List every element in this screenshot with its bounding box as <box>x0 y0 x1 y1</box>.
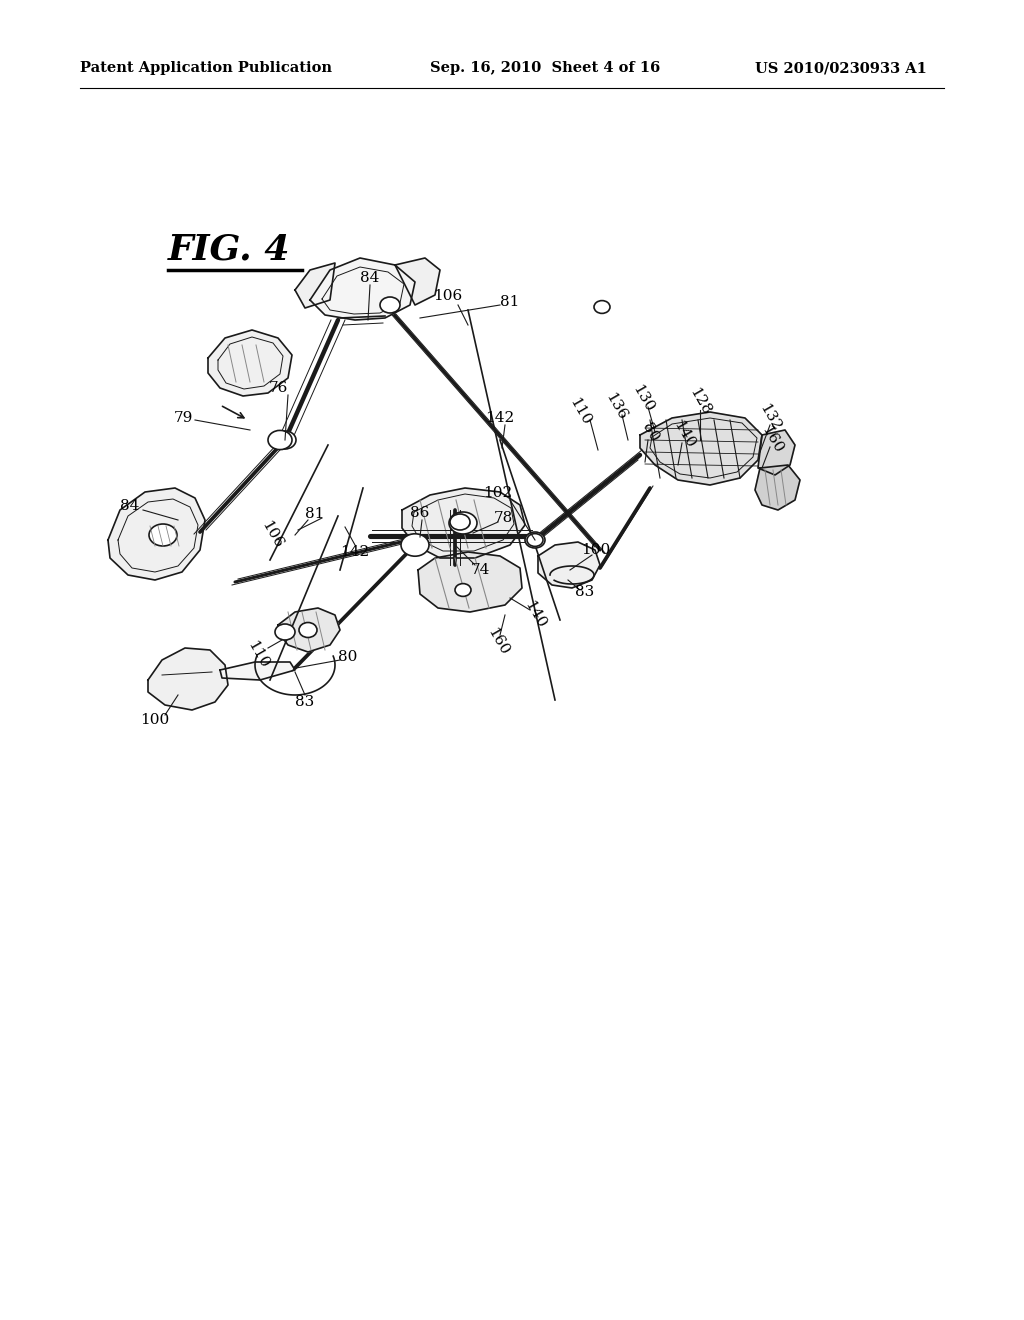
Text: 128: 128 <box>687 385 714 418</box>
Text: 100: 100 <box>140 713 170 727</box>
Ellipse shape <box>299 623 317 638</box>
Text: 81: 81 <box>305 507 325 521</box>
Text: 74: 74 <box>470 564 489 577</box>
Polygon shape <box>418 552 522 612</box>
Text: 79: 79 <box>173 411 193 425</box>
Ellipse shape <box>380 297 400 313</box>
Text: 110: 110 <box>245 639 271 671</box>
Text: 86: 86 <box>411 506 430 520</box>
Polygon shape <box>208 330 292 396</box>
Polygon shape <box>310 257 415 319</box>
Text: 106: 106 <box>259 519 286 552</box>
Text: 80: 80 <box>639 420 660 444</box>
Ellipse shape <box>268 430 292 450</box>
Polygon shape <box>538 543 600 587</box>
Polygon shape <box>108 488 205 579</box>
Text: 160: 160 <box>484 626 511 659</box>
Text: 83: 83 <box>575 585 595 599</box>
Text: 132: 132 <box>757 401 783 434</box>
Ellipse shape <box>450 513 470 531</box>
Text: 78: 78 <box>494 511 513 525</box>
Polygon shape <box>395 257 440 305</box>
Polygon shape <box>220 663 295 680</box>
Ellipse shape <box>455 583 471 597</box>
Polygon shape <box>758 430 795 475</box>
Text: 83: 83 <box>295 696 314 709</box>
Polygon shape <box>755 465 800 510</box>
Polygon shape <box>148 648 228 710</box>
Ellipse shape <box>150 524 177 546</box>
Polygon shape <box>402 488 525 558</box>
Text: 136: 136 <box>603 391 630 424</box>
Text: 84: 84 <box>360 271 380 285</box>
Ellipse shape <box>275 624 295 640</box>
Polygon shape <box>295 263 335 308</box>
Text: US 2010/0230933 A1: US 2010/0230933 A1 <box>755 61 927 75</box>
Ellipse shape <box>274 432 296 449</box>
Text: 130: 130 <box>630 383 656 414</box>
Text: 142: 142 <box>485 411 515 425</box>
Ellipse shape <box>401 533 429 556</box>
Text: 80: 80 <box>338 649 357 664</box>
Polygon shape <box>278 609 340 652</box>
Text: 140: 140 <box>671 418 697 451</box>
Text: Patent Application Publication: Patent Application Publication <box>80 61 332 75</box>
Ellipse shape <box>527 533 543 546</box>
Text: 160: 160 <box>759 424 785 457</box>
Text: 110: 110 <box>566 396 593 428</box>
Text: 84: 84 <box>120 499 139 513</box>
Ellipse shape <box>594 301 610 313</box>
Text: 102: 102 <box>483 486 513 500</box>
Text: 76: 76 <box>268 381 288 395</box>
Text: Sep. 16, 2010  Sheet 4 of 16: Sep. 16, 2010 Sheet 4 of 16 <box>430 61 660 75</box>
Ellipse shape <box>449 512 477 535</box>
Text: 100: 100 <box>582 543 610 557</box>
Ellipse shape <box>525 532 545 548</box>
Text: FIG. 4: FIG. 4 <box>168 232 291 267</box>
Polygon shape <box>640 412 762 484</box>
Text: 106: 106 <box>433 289 463 304</box>
Text: 142: 142 <box>340 545 370 558</box>
Text: 81: 81 <box>501 294 520 309</box>
Text: 140: 140 <box>521 599 549 631</box>
